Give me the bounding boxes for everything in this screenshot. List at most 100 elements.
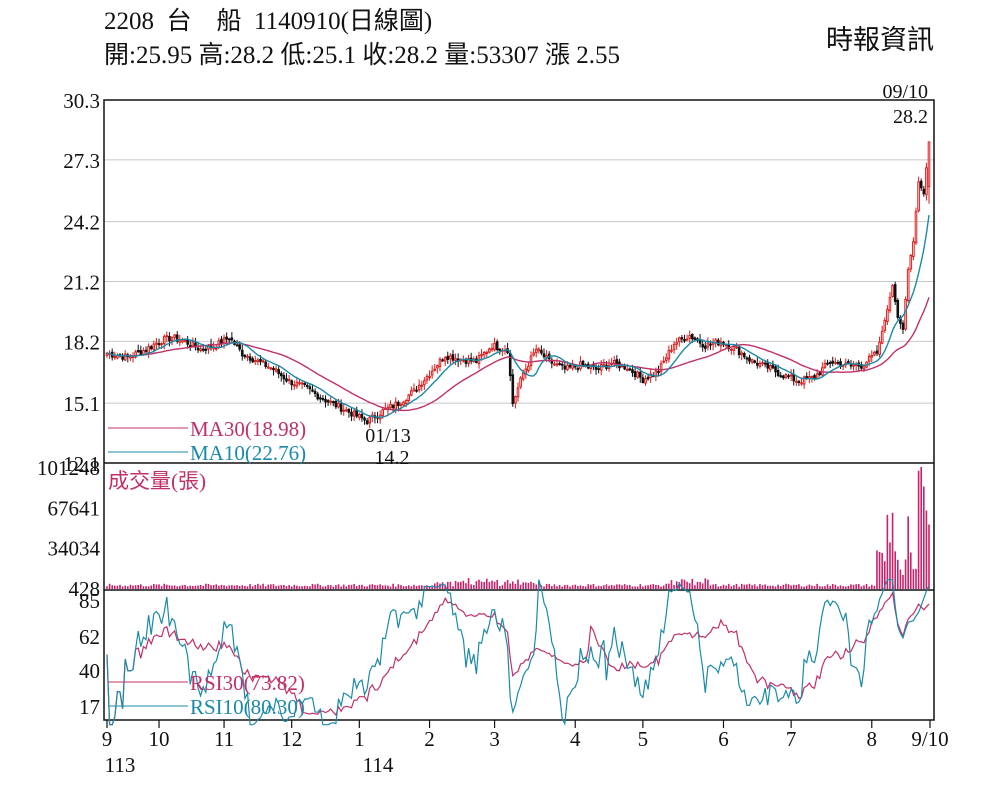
volume-bar	[340, 586, 342, 589]
stock-code: 2208	[104, 8, 154, 35]
candle	[246, 353, 249, 362]
candle	[300, 381, 304, 390]
candle-body	[165, 335, 169, 338]
stock-name: 台 船	[166, 8, 242, 35]
candle	[319, 394, 322, 403]
volume-bar	[915, 568, 917, 589]
volume-bar	[785, 583, 787, 589]
volume-bar	[342, 584, 345, 589]
candle-body	[391, 404, 395, 409]
volume-bar	[527, 582, 530, 589]
volume-bar	[675, 581, 678, 589]
candle	[230, 332, 234, 342]
volume-bar	[660, 586, 662, 589]
candle	[664, 353, 668, 364]
volume-bar	[925, 510, 928, 589]
candle-body	[680, 337, 684, 340]
candle	[155, 338, 158, 349]
candle	[914, 207, 918, 245]
volume-bar	[407, 585, 410, 589]
volume-bar	[928, 524, 930, 589]
volume-bar	[678, 582, 681, 589]
candle-body	[849, 364, 853, 367]
candle	[560, 362, 564, 371]
candle-body	[685, 338, 689, 341]
candle	[834, 357, 837, 365]
volume-bar	[327, 584, 329, 589]
candle-body	[438, 358, 442, 368]
volume-bar	[480, 581, 483, 589]
candle	[779, 371, 783, 378]
candle-body	[360, 414, 364, 419]
volume-bar	[272, 584, 275, 589]
candle-body	[912, 241, 915, 258]
x-tick-label: 10	[149, 727, 170, 751]
candle	[792, 368, 796, 386]
candle	[683, 334, 686, 343]
candle-body	[256, 359, 260, 363]
candle-body	[123, 353, 127, 361]
candle	[839, 358, 842, 370]
volume-bar	[116, 585, 119, 589]
candle-body	[636, 371, 639, 378]
volume-bars	[106, 467, 930, 589]
volume-bar	[379, 584, 381, 589]
volume-bar	[402, 586, 405, 589]
candle	[469, 352, 473, 365]
volume-bar	[257, 583, 259, 589]
volume-bar	[329, 584, 332, 589]
candle	[350, 407, 353, 422]
candle-body	[527, 365, 530, 371]
candle	[922, 186, 926, 197]
candle-body	[750, 359, 754, 363]
volume-bar	[436, 582, 439, 589]
volume-bar	[839, 585, 842, 589]
candle-body	[324, 398, 327, 403]
candle-body	[662, 360, 665, 363]
volume-bar	[553, 584, 556, 589]
candle	[529, 351, 533, 370]
candle-body	[266, 366, 270, 369]
candle	[194, 337, 197, 351]
candle-body	[243, 354, 247, 358]
volume-bar	[621, 585, 623, 589]
candle-body	[612, 360, 616, 364]
volume-bar	[134, 585, 137, 589]
candle-body	[779, 375, 783, 378]
candle	[116, 353, 119, 360]
candle	[342, 404, 346, 416]
volume-bar	[878, 551, 881, 589]
candle	[126, 352, 130, 363]
candle-body	[365, 420, 369, 425]
volume-bar	[452, 586, 454, 589]
candle-body	[274, 368, 278, 372]
volume-bar	[881, 552, 883, 589]
candle	[875, 345, 879, 356]
candle-body	[246, 355, 249, 358]
candle	[925, 162, 928, 201]
volume-bar	[683, 579, 686, 589]
candle-body	[834, 361, 837, 364]
volume-bar	[465, 583, 467, 589]
candle	[279, 371, 283, 382]
candle	[446, 351, 450, 364]
volume-bar	[205, 583, 207, 589]
candle-body	[540, 349, 543, 354]
volume-bar	[428, 586, 431, 589]
grid-lines	[104, 159, 934, 404]
volume-bar	[501, 585, 504, 589]
candle	[415, 385, 418, 393]
candle-body	[810, 375, 814, 378]
volume-bar	[522, 582, 525, 589]
volume-bar	[720, 585, 722, 589]
volume-bar	[277, 585, 280, 589]
candle	[607, 359, 611, 372]
high-date-label: 09/10	[882, 81, 928, 103]
candle-body	[597, 368, 600, 371]
volume-bar	[707, 579, 709, 589]
volume-bar	[199, 585, 202, 589]
candle	[253, 355, 257, 365]
volume-bar	[384, 585, 387, 589]
volume-bar	[210, 585, 212, 589]
candle	[454, 353, 457, 366]
